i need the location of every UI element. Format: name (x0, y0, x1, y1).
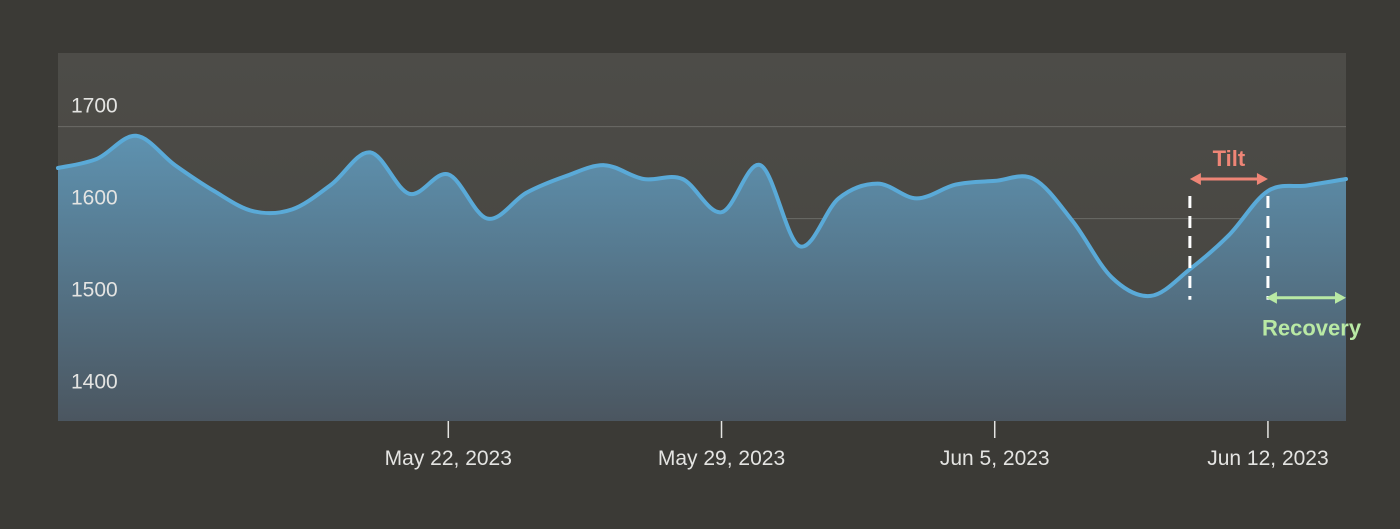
x-tick-label: Jun 5, 2023 (940, 447, 1050, 470)
x-tick-label: May 22, 2023 (385, 447, 512, 470)
recovery-label: Recovery (1262, 316, 1362, 341)
series-area (58, 135, 1346, 422)
y-tick-label: 1600 (71, 187, 118, 210)
y-tick-label: 1500 (71, 279, 118, 302)
tilt-label: Tilt (1213, 146, 1246, 171)
y-tick-label: 1400 (71, 371, 118, 394)
series-line (56, 133, 1348, 299)
x-tick-label: Jun 12, 2023 (1207, 447, 1328, 470)
y-tick-label: 1700 (71, 95, 118, 118)
x-tick-label: May 29, 2023 (658, 447, 785, 470)
tilt-arrow (1189, 173, 1268, 186)
recovery-arrow (1265, 291, 1346, 304)
